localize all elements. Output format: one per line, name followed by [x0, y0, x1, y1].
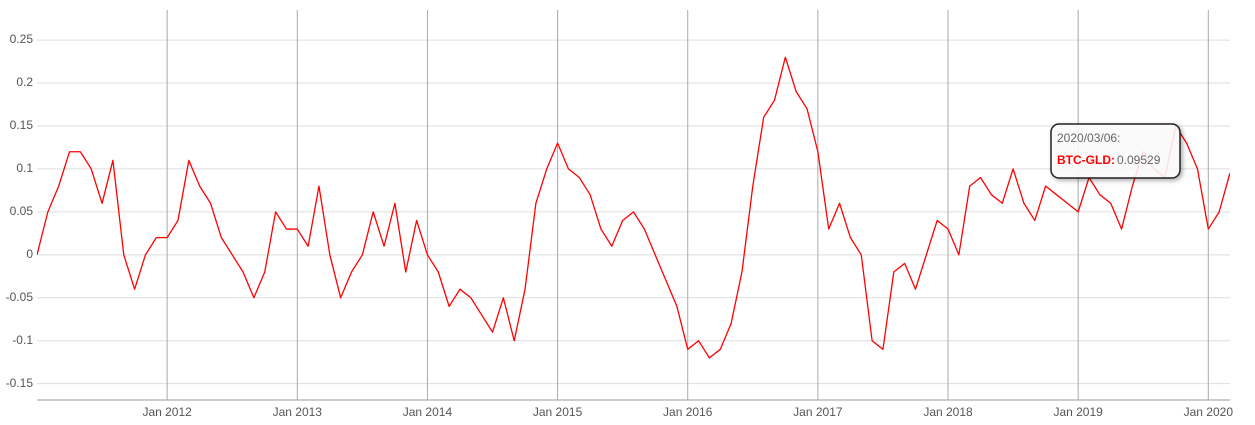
x-tick-label: Jan 2016	[663, 405, 713, 419]
tooltip-row: BTC-GLD: 0.09529	[1057, 153, 1161, 167]
tooltip-separator: :	[1111, 153, 1115, 167]
y-tick-label: 0	[26, 247, 33, 261]
tooltip-series: BTC-GLD	[1057, 153, 1111, 167]
plot	[37, 56, 1230, 359]
x-tick-label: Jan 2013	[273, 405, 323, 419]
tooltip: 2020/03/06: BTC-GLD: 0.09529	[1050, 123, 1181, 179]
y-tick-label: 0.15	[10, 118, 34, 132]
x-tick-label: Jan 2017	[793, 405, 843, 419]
tooltip-value: 0.09529	[1117, 153, 1161, 167]
grid	[37, 10, 1230, 400]
x-tick-label: Jan 2015	[533, 405, 583, 419]
x-tick-label: Jan 2014	[403, 405, 453, 419]
x-tick-label: Jan 2019	[1053, 405, 1103, 419]
y-tick-label: -0.05	[6, 290, 34, 304]
x-tick-label: Jan 2012	[142, 405, 192, 419]
line-series	[37, 56, 1230, 359]
tooltip-date: 2020/03/06:	[1057, 131, 1120, 145]
x-tick-label: Jan 2018	[923, 405, 973, 419]
y-tick-label: 0.05	[10, 204, 34, 218]
y-tick-label: 0.1	[16, 161, 33, 175]
y-tick-label: -0.15	[6, 376, 34, 390]
tooltip-box	[1050, 123, 1181, 179]
y-tick-label: -0.1	[12, 333, 33, 347]
y-tick-label: 0.25	[10, 32, 34, 46]
x-tick-label: Jan 2020	[1184, 405, 1234, 419]
y-tick-label: 0.2	[16, 75, 33, 89]
